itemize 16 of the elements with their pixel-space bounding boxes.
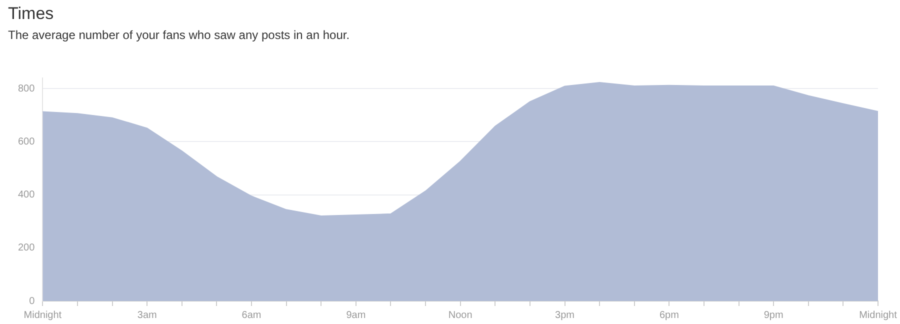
y-tick-label: 0 (29, 296, 36, 307)
x-tick-label: 6pm (659, 310, 679, 321)
y-tick-label: 400 (18, 190, 36, 201)
chart-subtitle: The average number of your fans who saw any posts in an hour. (8, 28, 350, 42)
y-tick-label: 800 (18, 83, 36, 94)
x-tick-label: 6am (242, 310, 262, 321)
x-tick-label: Midnight (859, 310, 898, 321)
x-tick-label: Midnight (24, 310, 62, 321)
chart-title: Times (8, 4, 54, 24)
x-tick-label: Noon (448, 310, 472, 321)
x-tick-label: 3pm (555, 310, 574, 321)
x-tick-label: 9am (346, 310, 366, 321)
x-tick-label: 9pm (764, 310, 784, 321)
y-tick-label: 200 (18, 242, 36, 254)
y-tick-label: 600 (18, 136, 36, 148)
x-tick-label: 3am (137, 310, 157, 321)
